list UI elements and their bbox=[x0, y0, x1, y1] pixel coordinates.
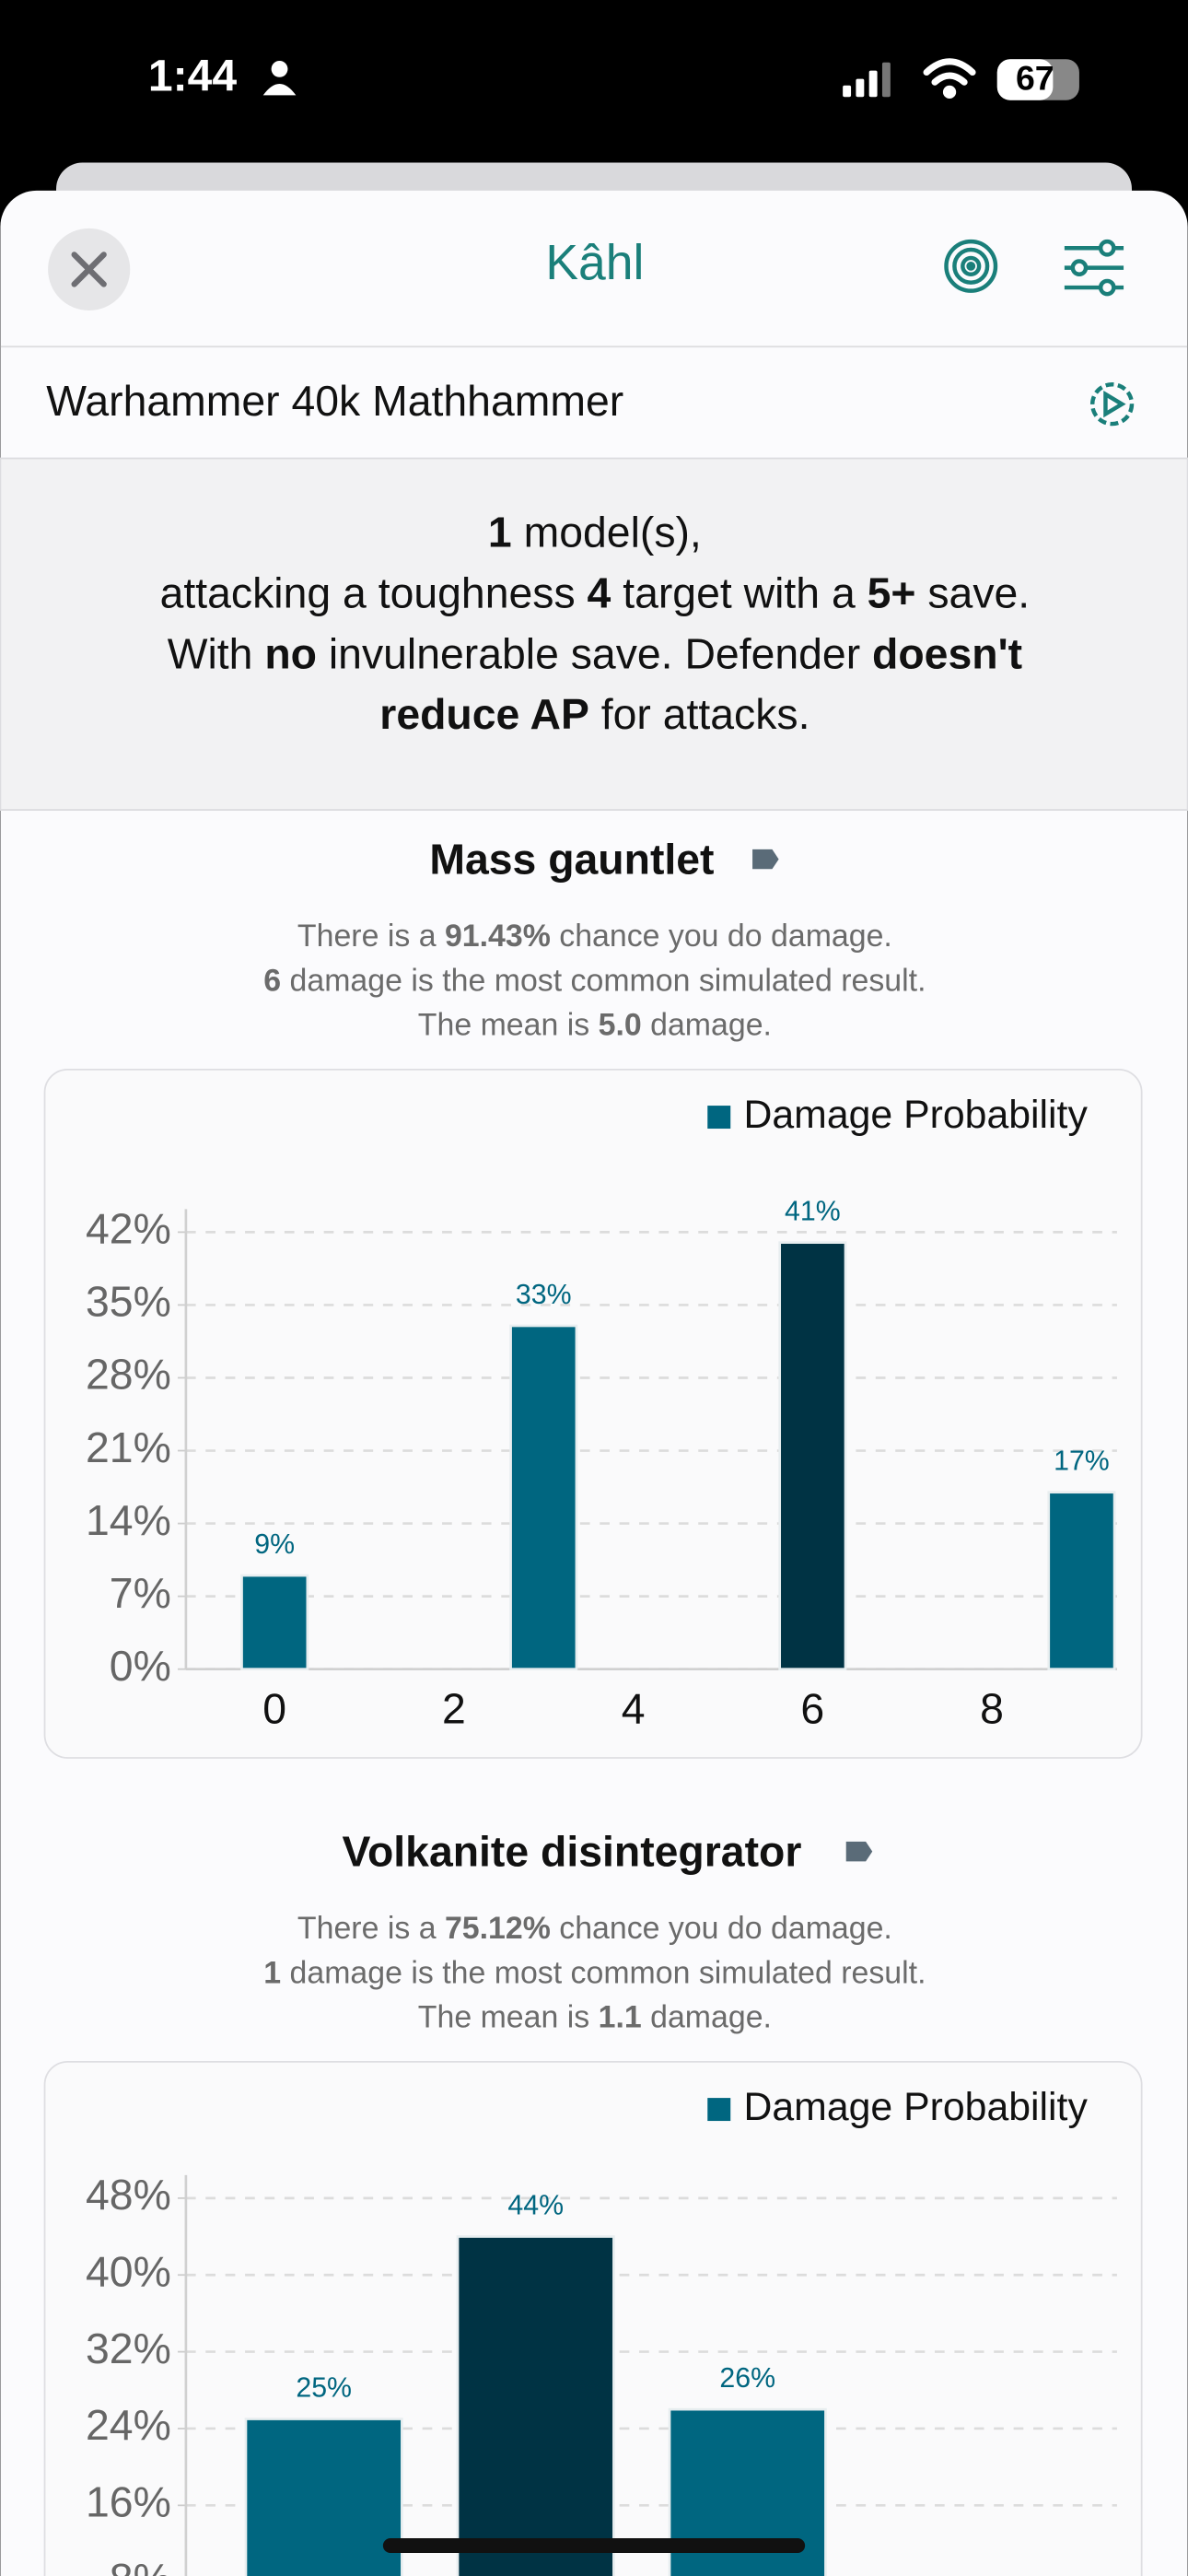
y-tick-label: 16% bbox=[86, 2478, 171, 2526]
stat-line-segment: damage. bbox=[642, 1007, 772, 1042]
y-tick-label: 24% bbox=[86, 2401, 171, 2449]
summary-line-segment: for attacks. bbox=[589, 690, 810, 738]
y-tick-label: 32% bbox=[86, 2324, 171, 2372]
legend-swatch bbox=[707, 2098, 731, 2122]
summary-line-segment: model(s), bbox=[512, 509, 702, 556]
page-subtitle: Warhammer 40k Mathhammer bbox=[46, 377, 623, 425]
y-tick-label: 0% bbox=[110, 1642, 171, 1690]
value-label: 41% bbox=[785, 1197, 841, 1227]
summary-line-segment: 5+ bbox=[868, 569, 916, 617]
stat-line-segment: There is a bbox=[297, 1911, 445, 1946]
value-label: 25% bbox=[296, 2372, 352, 2403]
x-tick-label: 0 bbox=[262, 1684, 286, 1732]
bar bbox=[456, 2235, 615, 2576]
stat-line: The mean is 1.1 damage. bbox=[418, 1999, 772, 2034]
stat-line: 6 damage is the most common simulated re… bbox=[263, 963, 926, 998]
stat-line-segment: chance you do damage. bbox=[551, 1911, 892, 1946]
stat-line-segment: 1 bbox=[263, 1955, 281, 1990]
summary-line-segment: save. bbox=[915, 569, 1030, 617]
value-label: 44% bbox=[507, 2190, 564, 2220]
stat-line-segment: 75.12% bbox=[445, 1911, 551, 1946]
stat-line-segment: 91.43% bbox=[445, 919, 551, 954]
x-tick-label: 2 bbox=[442, 1684, 466, 1732]
summary-line: 1 model(s), bbox=[488, 509, 702, 556]
stat-line-segment: damage is the most common simulated resu… bbox=[281, 963, 926, 998]
weapon-icon bbox=[752, 849, 779, 870]
stat-line-segment: The mean is bbox=[418, 1999, 599, 2034]
stat-line: 1 damage is the most common simulated re… bbox=[263, 1955, 926, 1990]
x-tick-label: 6 bbox=[800, 1684, 824, 1732]
summary-line-segment: With bbox=[168, 630, 265, 678]
bar bbox=[244, 2418, 403, 2576]
stat-line: There is a 75.12% chance you do damage. bbox=[297, 1911, 892, 1946]
home-indicator bbox=[382, 2537, 806, 2554]
status-time: 1:44 bbox=[148, 51, 238, 100]
summary-line-segment: reduce AP bbox=[379, 690, 589, 738]
summary-line-segment: no bbox=[264, 630, 317, 678]
y-tick-label: 42% bbox=[86, 1205, 171, 1253]
stat-line-segment: 6 bbox=[263, 963, 281, 998]
x-tick-label: 8 bbox=[980, 1684, 1004, 1732]
value-label: 26% bbox=[719, 2363, 775, 2394]
chart-card bbox=[43, 1068, 1143, 1759]
value-label: 9% bbox=[254, 1529, 295, 1560]
legend-label: Damage Probability bbox=[743, 2085, 1088, 2129]
stat-line-segment: damage. bbox=[642, 1999, 772, 2034]
y-tick-label: 21% bbox=[86, 1423, 171, 1471]
close-button[interactable] bbox=[48, 228, 131, 311]
legend-swatch bbox=[707, 1106, 731, 1130]
stat-line: There is a 91.43% chance you do damage. bbox=[297, 919, 892, 954]
y-tick-label: 48% bbox=[86, 2171, 171, 2219]
y-tick-label: 8% bbox=[110, 2555, 171, 2576]
battery-text: 67 bbox=[1016, 58, 1054, 97]
summary-line-segment: invulnerable save. Defender bbox=[317, 630, 872, 678]
stat-line-segment: 5.0 bbox=[599, 1007, 642, 1042]
stat-line-segment: The mean is bbox=[418, 1007, 599, 1042]
value-label: 33% bbox=[516, 1280, 572, 1310]
stat-line-segment: There is a bbox=[297, 919, 445, 954]
summary-line-segment: 4 bbox=[588, 569, 611, 617]
y-tick-label: 14% bbox=[86, 1496, 171, 1544]
summary-line-segment: attacking a toughness bbox=[160, 569, 588, 617]
header-title: Kâhl bbox=[545, 236, 644, 290]
weapon-icon bbox=[845, 1841, 873, 1862]
y-tick-label: 7% bbox=[110, 1569, 171, 1617]
bar bbox=[1047, 1491, 1116, 1671]
signal-icon bbox=[843, 62, 891, 98]
battery-level bbox=[996, 59, 1054, 100]
stat-line-segment: damage is the most common simulated resu… bbox=[281, 1955, 926, 1990]
summary-line-segment: 1 bbox=[488, 509, 512, 556]
person-icon bbox=[262, 60, 297, 96]
legend-label: Damage Probability bbox=[743, 1093, 1088, 1137]
bar bbox=[240, 1574, 309, 1671]
y-tick-label: 28% bbox=[86, 1351, 171, 1399]
stat-line-segment: 1.1 bbox=[599, 1999, 642, 2034]
target-button[interactable] bbox=[944, 239, 998, 293]
filter-button[interactable] bbox=[1064, 239, 1124, 297]
wifi-icon bbox=[923, 58, 976, 99]
stat-line: The mean is 5.0 damage. bbox=[418, 1007, 772, 1042]
value-label: 17% bbox=[1054, 1446, 1110, 1477]
bar bbox=[509, 1324, 578, 1671]
y-tick-label: 35% bbox=[86, 1278, 171, 1326]
summary-line: With no invulnerable save. Defender does… bbox=[168, 630, 1022, 678]
stat-line-segment: chance you do damage. bbox=[551, 919, 892, 954]
summary-line: attacking a toughness 4 target with a 5+… bbox=[160, 569, 1031, 617]
chart-title: Volkanite disintegrator bbox=[342, 1827, 801, 1875]
settings-button[interactable] bbox=[1089, 382, 1135, 427]
summary-line-segment: target with a bbox=[611, 569, 867, 617]
summary-line-segment: doesn't bbox=[872, 630, 1022, 678]
x-tick-label: 4 bbox=[622, 1684, 646, 1732]
summary-panel bbox=[0, 457, 1188, 811]
bar bbox=[778, 1241, 847, 1671]
y-tick-label: 40% bbox=[86, 2247, 171, 2295]
content: 1 model(s), attacking a toughness 4 targe… bbox=[43, 509, 1143, 2576]
summary-line: reduce AP for attacks. bbox=[379, 690, 809, 738]
chart-title: Mass gauntlet bbox=[429, 835, 714, 883]
